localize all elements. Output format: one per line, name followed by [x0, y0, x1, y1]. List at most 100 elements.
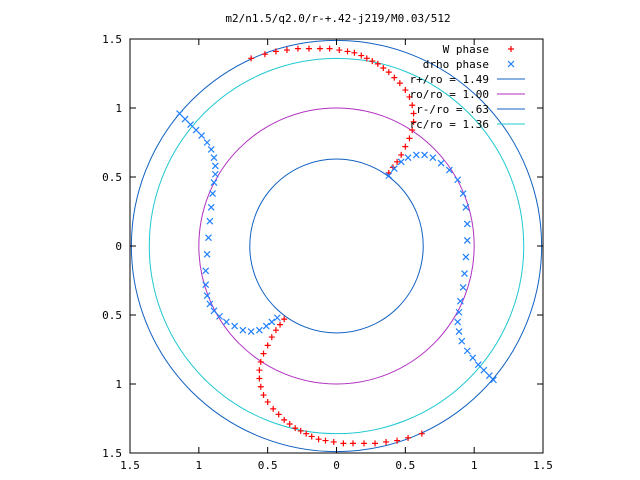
series-1-point-12: [207, 203, 215, 211]
series-0-point-57: [264, 342, 271, 349]
circle-2: [249, 158, 424, 334]
series-0-point-13: [369, 58, 376, 65]
series-1-point-26: [255, 326, 263, 334]
series-0-point-52: [257, 383, 264, 390]
series-1-point-28: [268, 318, 276, 326]
series-0-point-4: [294, 45, 301, 52]
series-0-point-21: [409, 102, 416, 109]
chart-title: m2/n1.5/q2.0/r-+.42-j219/M0.03/512: [225, 12, 450, 25]
series-1-point-9: [211, 170, 219, 178]
series-0-point-34: [383, 438, 390, 445]
x-tick-label-4: 0.5: [395, 459, 415, 472]
legend-entry-4: r-/ro = .63: [416, 103, 525, 116]
series-0-point-39: [330, 438, 337, 445]
series-0-point-41: [315, 436, 322, 443]
legend-entry-1: drho phase: [423, 58, 515, 71]
series-1-point-51: [458, 337, 466, 345]
series-0-point-8: [336, 47, 343, 54]
series-1-point-53: [469, 354, 477, 362]
series-0-point-42: [308, 433, 315, 440]
series-1-point-46: [459, 283, 467, 291]
series-0-point-35: [372, 440, 379, 447]
series-1-point-52: [463, 347, 471, 355]
series-1-point-10: [210, 179, 218, 186]
legend-entry-2: r+/ro = 1.49: [410, 73, 525, 86]
series-0-point-44: [297, 427, 304, 434]
legend-key-1: [507, 60, 515, 68]
series-1-point-20: [210, 307, 218, 315]
series-0-point-45: [292, 425, 299, 432]
series-1-point-17: [202, 281, 210, 289]
legend-label-0: W phase: [443, 43, 489, 56]
legend-label-2: r+/ro = 1.49: [410, 73, 489, 86]
series-1-point-39: [454, 176, 462, 184]
series-0-point-40: [322, 437, 329, 444]
series-0-point-15: [380, 64, 387, 71]
series-0-point-47: [281, 416, 288, 423]
series-1-point-57: [490, 376, 497, 384]
series-1-point-21: [216, 312, 223, 320]
series-1-point-43: [463, 237, 471, 244]
series-0-point-26: [402, 143, 409, 150]
series-1-point-35: [421, 151, 429, 159]
series-0-point-6: [316, 45, 323, 52]
series-0-point-10: [351, 49, 358, 56]
series-0-point-20: [406, 93, 413, 100]
series-0-point-51: [260, 392, 267, 399]
series-0-point-9: [344, 48, 351, 55]
series-1-point-48: [455, 308, 463, 316]
series-0-point-18: [396, 80, 403, 87]
legend-key-0: [508, 46, 514, 52]
circle-3: [148, 57, 525, 435]
series-1-point-23: [231, 322, 239, 330]
series-0-point-7: [326, 45, 333, 52]
series-1-point-19: [206, 300, 214, 308]
series-0-point-38: [340, 440, 347, 447]
series-0-point-49: [270, 405, 277, 412]
legend-entry-0: W phase: [443, 43, 514, 56]
x-tick-label-5: 1: [471, 459, 478, 472]
x-tick-label-0: 1.5: [120, 459, 140, 472]
data-series: [176, 45, 497, 447]
x-tick-label-3: 0: [333, 459, 340, 472]
series-0-point-36: [361, 440, 368, 447]
y-tick-label-6: 1.5: [102, 33, 122, 46]
series-0-point-59: [272, 327, 279, 334]
series-1-point-40: [459, 190, 467, 197]
series-1-point-45: [461, 270, 468, 278]
series-1-point-3: [192, 126, 200, 134]
y-tick-label-0: 1.5: [102, 447, 122, 460]
series-1-point-7: [210, 154, 218, 162]
series-1-point-24: [239, 326, 247, 334]
series-0-point-11: [358, 52, 365, 59]
series-0-point-46: [286, 421, 293, 428]
series-1-point-54: [474, 361, 482, 369]
y-tick-label-4: 0.5: [102, 171, 122, 184]
series-0-point-2: [272, 48, 279, 55]
series-1-point-15: [203, 250, 211, 258]
y-tick-label-5: 1: [115, 102, 122, 115]
series-0-point-56: [260, 350, 267, 357]
x-tick-label-2: 0.5: [258, 459, 278, 472]
series-0-point-31: [418, 430, 425, 437]
series-1-point-30: [385, 172, 393, 180]
series-1-point-27: [262, 322, 270, 330]
series-0-point-23: [410, 118, 417, 125]
legend-label-3: ro/ro = 1.00: [410, 88, 489, 101]
series-0-point-3: [283, 47, 290, 54]
series-1-point-1: [181, 115, 189, 123]
series-0-point-14: [374, 60, 381, 67]
series-0-point-37: [350, 440, 357, 447]
legend-label-1: drho phase: [423, 58, 489, 71]
series-0-point-22: [410, 110, 417, 117]
series-0-point-58: [268, 334, 275, 341]
legend-label-5: rc/ro = 1.36: [410, 118, 489, 131]
series-1-point-5: [203, 139, 211, 146]
series-0-point-24: [409, 127, 416, 134]
y-tick-label-2: 0.5: [102, 309, 122, 322]
series-1-point-0: [176, 110, 183, 117]
series-0-point-53: [256, 375, 263, 382]
series-1-point-32: [397, 158, 405, 166]
